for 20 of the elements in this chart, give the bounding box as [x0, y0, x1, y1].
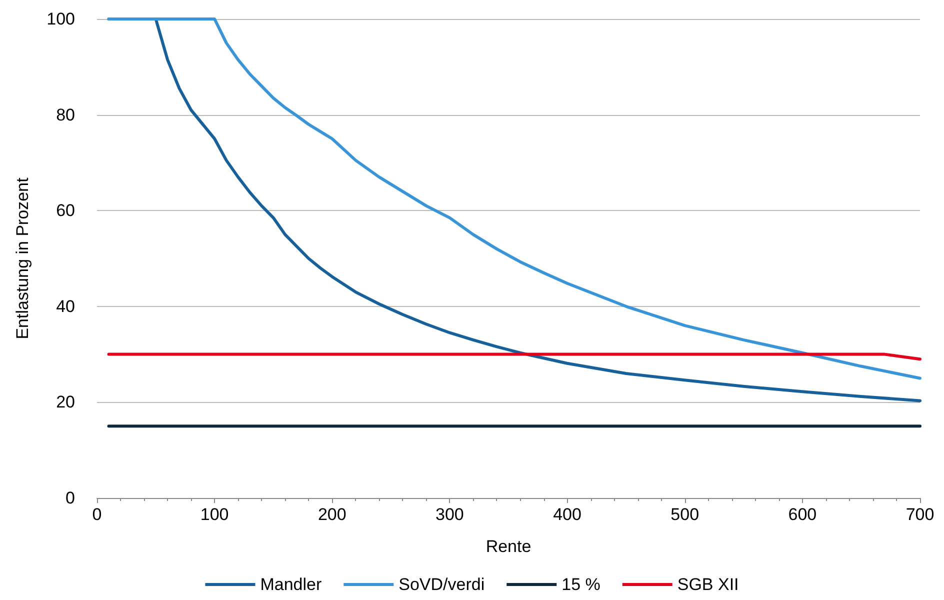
y-tick-label: 80	[56, 105, 75, 124]
legend-label: SGB XII	[677, 575, 739, 594]
y-tick-label: 0	[66, 488, 75, 508]
x-tick-label: 100	[200, 505, 229, 524]
y-tick-label: 40	[56, 296, 75, 316]
y-tick-label: 20	[56, 392, 75, 412]
x-tick-label: 300	[436, 505, 464, 524]
legend-label: 15 %	[562, 575, 600, 594]
x-tick-label: 0	[92, 505, 102, 524]
x-tick-label: 700	[906, 505, 934, 524]
x-tick-label: 600	[788, 505, 817, 524]
y-tick-label: 100	[46, 10, 75, 28]
x-tick-label: 500	[670, 505, 700, 524]
y-tick-label: 60	[56, 201, 75, 220]
legend-label: SoVD/verdi	[398, 575, 485, 594]
y-axis-title: Entlastung in Prozent	[13, 177, 32, 340]
x-axis-title: Rente	[486, 537, 532, 556]
x-tick-label: 400	[553, 505, 582, 524]
x-tick-label: 200	[318, 505, 346, 524]
legend-label: Mandler	[260, 575, 322, 594]
